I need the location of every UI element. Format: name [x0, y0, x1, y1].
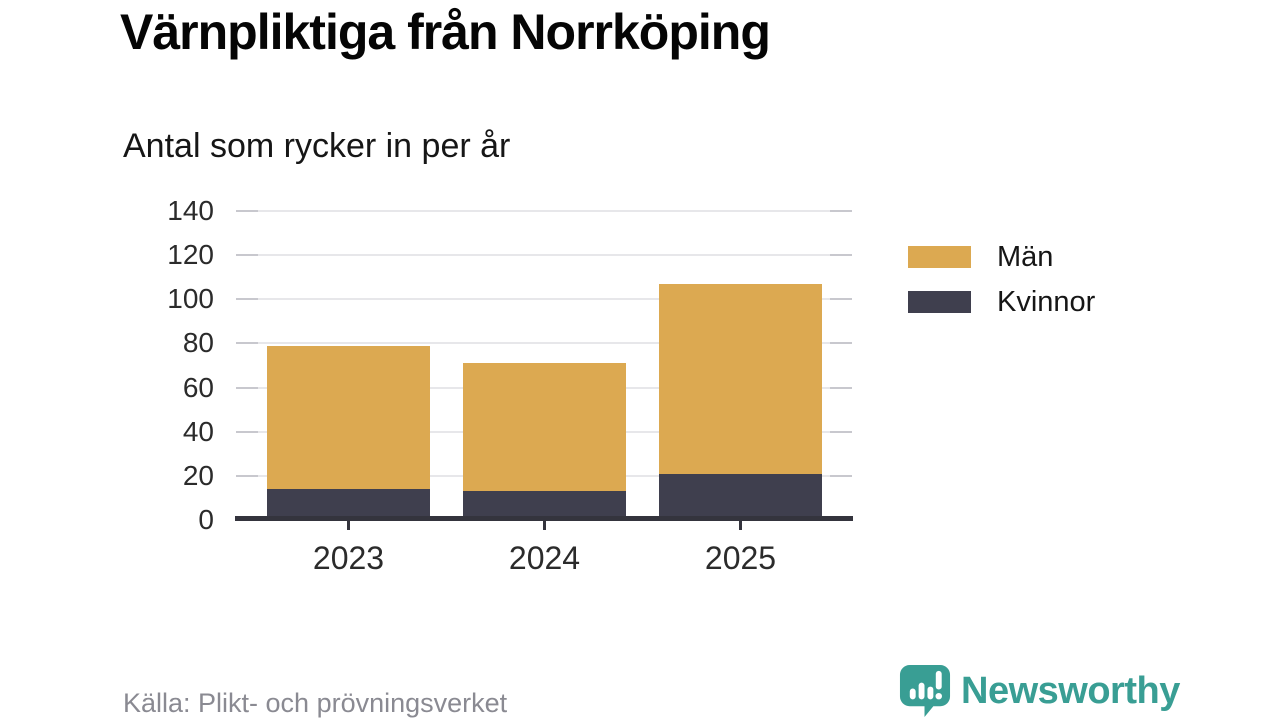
grid-line-140 [236, 210, 852, 212]
y-tick-label: 40 [182, 415, 214, 447]
y-tick-label: 60 [182, 371, 214, 403]
chart-title: Värnpliktiga från Norrköping [120, 4, 771, 60]
grid-line-120 [236, 254, 852, 257]
newsworthy-logo: Newsworthy [898, 663, 1180, 718]
legend-item-kvinnor: Kvinnor [908, 286, 1096, 318]
bar-segment-män-2024 [463, 363, 626, 492]
legend-label-män: Män [997, 241, 1054, 273]
y-tick-label: 140 [167, 195, 214, 226]
x-tick-2024 [543, 521, 546, 530]
grid-line-100 [236, 298, 852, 301]
y-tick-label: 80 [182, 327, 214, 359]
y-tick-label: 0 [198, 504, 214, 535]
legend-swatch-män [908, 246, 971, 268]
x-tick-2025 [739, 521, 742, 530]
legend-item-män: Män [908, 241, 1095, 273]
y-tick-label: 100 [167, 283, 214, 315]
bar-2023 [267, 211, 430, 520]
newsworthy-icon [899, 664, 951, 718]
legend: Män Kvinnor [908, 241, 1096, 318]
y-tick-label: 120 [167, 239, 214, 271]
plot-area [236, 210, 852, 520]
legend-label-kvinnor: Kvinnor [997, 286, 1096, 318]
bar-segment-kvinnor-2025 [659, 473, 822, 520]
bar-segment-män-2025 [659, 283, 822, 474]
bar-segment-kvinnor-2024 [463, 491, 626, 520]
bar-segment-kvinnor-2023 [267, 489, 430, 520]
y-tick-label: 20 [182, 459, 214, 491]
source-note: Källa: Plikt- och prövningsverket [123, 688, 508, 718]
x-axis-line [235, 516, 853, 521]
chart-subtitle: Antal som rycker in per år [123, 127, 511, 165]
bar-2025 [659, 211, 822, 520]
x-tick-label-2025: 2025 [704, 540, 777, 576]
bar-segment-män-2023 [267, 345, 430, 490]
legend-swatch-kvinnor [908, 291, 971, 313]
bar-2024 [463, 211, 626, 520]
x-tick-label-2023: 2023 [312, 540, 385, 576]
newsworthy-wordmark: Newsworthy [961, 669, 1180, 712]
grid-line-80 [236, 342, 852, 345]
x-tick-2023 [347, 521, 350, 530]
x-tick-label-2024: 2024 [508, 540, 581, 576]
